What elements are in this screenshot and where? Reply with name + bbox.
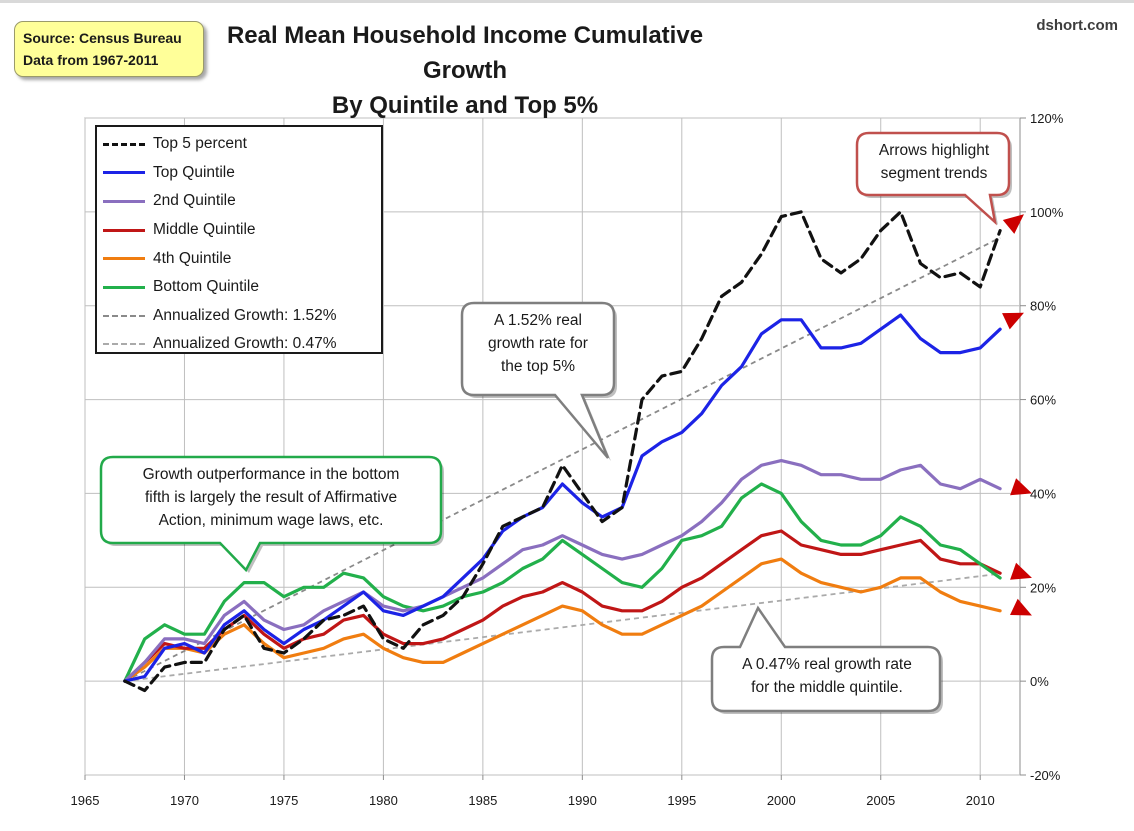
y-tick-label: 100%: [1030, 205, 1064, 220]
x-tick-label: 2005: [866, 793, 895, 808]
legend-swatch: [103, 257, 145, 261]
callout-middle-quintile-text: A 0.47% real growth rate for the middle …: [714, 653, 940, 699]
callout-line: A 1.52% real: [494, 312, 582, 329]
callout-line: the top 5%: [500, 358, 576, 375]
trend-line-trend047: [124, 572, 1001, 683]
callout-middle-quintile: [710, 605, 942, 713]
legend-label: Annualized Growth: 1.52%: [153, 306, 337, 324]
top-border-line: [0, 0, 1134, 3]
legend-label: 2nd Quintile: [153, 192, 236, 210]
legend-label: Top 5 percent: [153, 135, 247, 153]
legend-swatch: [103, 142, 145, 146]
x-tick-label: 1990: [568, 793, 597, 808]
source-line: Source: Census Bureau: [23, 30, 182, 46]
brand-label: dshort.com: [1036, 17, 1118, 34]
legend-label: Middle Quintile: [153, 221, 256, 239]
trend-arrow-icon: [1002, 312, 1024, 330]
series-line-middle: [123, 529, 1002, 683]
callout-line: segment trends: [880, 165, 988, 182]
y-tick-label: 120%: [1030, 111, 1064, 126]
legend-item: 2nd Quintile: [103, 187, 381, 216]
x-tick-label: 1985: [468, 793, 497, 808]
x-tick-label: 1965: [71, 793, 100, 808]
chart-title: Real Mean Household Income Cumulative Gr…: [200, 18, 730, 123]
legend-item: Top Quintile: [103, 159, 381, 188]
legend-swatch: [103, 171, 145, 175]
legend-item: Annualized Growth: 0.47%: [103, 330, 381, 359]
trend-line-trend152: [124, 236, 1001, 682]
callout-bottom-quintile-text: Growth outperformance in the bottom fift…: [104, 463, 438, 532]
y-tick-label: 40%: [1030, 486, 1056, 501]
series-line-second: [123, 459, 1002, 683]
series-line-top5: [123, 210, 1002, 693]
callout-line: Arrows highlight: [878, 142, 990, 159]
callout-arrows: [855, 131, 1011, 226]
x-tick-label: 1995: [667, 793, 696, 808]
legend-label: Annualized Growth: 0.47%: [153, 335, 337, 353]
callout-top5: [460, 301, 616, 459]
source-box: Source: Census Bureau Data from 1967-201…: [14, 21, 204, 77]
x-tick-label: 1980: [369, 793, 398, 808]
trend-arrow-icon: [1002, 214, 1024, 234]
callout-line: Growth outperformance in the bottom: [142, 466, 400, 483]
x-tick-label: 1970: [170, 793, 199, 808]
callout-line: fifth is largely the result of Affirmati…: [144, 489, 398, 506]
legend-item: 4th Quintile: [103, 244, 381, 273]
x-tick-label: 2000: [767, 793, 796, 808]
trend-arrow-icon: [1010, 478, 1032, 496]
callout-top5-text: A 1.52% real growth rate for the top 5%: [464, 309, 612, 378]
trend-arrow-icon: [1010, 562, 1032, 580]
legend-label: 4th Quintile: [153, 249, 232, 267]
legend-swatch: [103, 343, 145, 346]
y-tick-label: -20%: [1030, 768, 1061, 783]
series-line-top: [123, 313, 1002, 683]
y-tick-label: 80%: [1030, 299, 1056, 314]
legend-swatch: [103, 199, 145, 203]
legend-item: Bottom Quintile: [103, 273, 381, 302]
callout-line: A 0.47% real growth rate: [742, 656, 912, 673]
legend-item: Annualized Growth: 1.52%: [103, 302, 381, 331]
callout-arrows-text: Arrows highlight segment trends: [859, 139, 1009, 185]
callout-line: growth rate for: [488, 335, 588, 352]
legend-label: Bottom Quintile: [153, 278, 259, 296]
callout-line: Action, minimum wage laws, etc.: [158, 512, 384, 529]
legend-swatch: [103, 285, 145, 289]
chart-title-line-1: Real Mean Household Income Cumulative Gr…: [226, 22, 704, 84]
callout-line: for the middle quintile.: [751, 679, 903, 696]
y-tick-label: 60%: [1030, 393, 1056, 408]
series-line-bottom: [123, 482, 1002, 683]
legend-label: Top Quintile: [153, 163, 235, 181]
x-tick-label: 1975: [269, 793, 298, 808]
callout-bottom-quintile: [99, 455, 443, 573]
data-range-line: Data from 1967-2011: [23, 52, 159, 68]
legend-swatch: [103, 314, 145, 317]
legend-item: Middle Quintile: [103, 216, 381, 245]
legend-swatch: [103, 228, 145, 232]
chart-title-line-2: By Quintile and Top 5%: [331, 92, 599, 119]
trend-arrow-icon: [1010, 598, 1032, 616]
x-tick-label: 2010: [966, 793, 995, 808]
y-tick-label: 0%: [1030, 674, 1049, 689]
chart-legend: Top 5 percent Top Quintile 2nd Quintile Mid…: [95, 125, 383, 354]
legend-item: Top 5 percent: [103, 130, 381, 159]
y-tick-label: 20%: [1030, 580, 1056, 595]
